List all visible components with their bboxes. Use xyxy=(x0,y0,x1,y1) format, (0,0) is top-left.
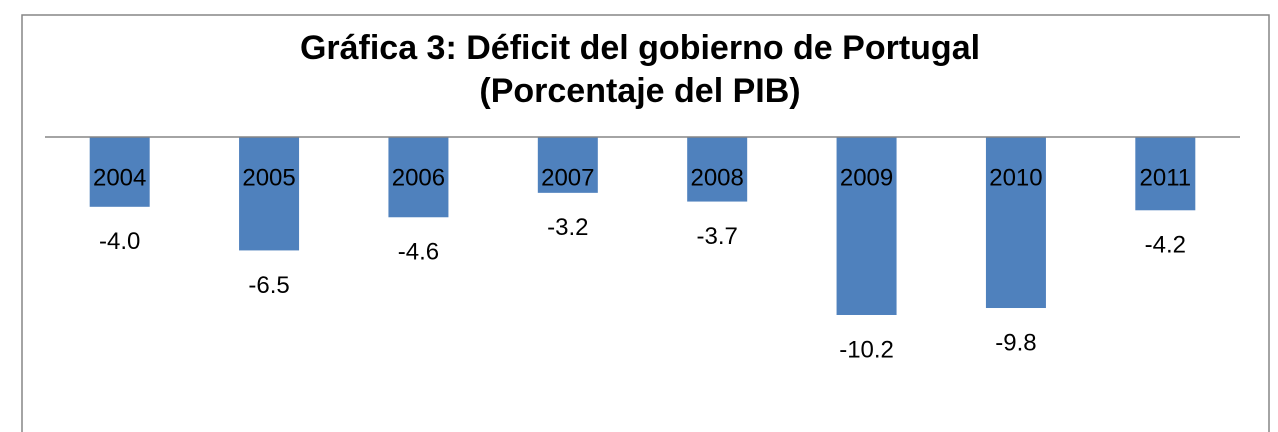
x-tick-label: 2005 xyxy=(242,164,295,191)
value-label: -3.2 xyxy=(547,214,588,241)
x-tick-label: 2008 xyxy=(690,164,743,191)
value-label: -4.0 xyxy=(99,228,140,255)
x-tick-label: 2011 xyxy=(1140,164,1192,191)
x-tick-label: 2009 xyxy=(840,164,893,191)
value-label: -4.6 xyxy=(398,239,439,266)
bar xyxy=(388,137,449,218)
value-label: -3.7 xyxy=(697,223,738,250)
bar xyxy=(985,137,1046,309)
chart-title: Gráfica 3: Déficit del gobierno de Portu… xyxy=(300,29,980,67)
value-label: -10.2 xyxy=(839,336,894,363)
chart-subtitle: (Porcentaje del PIB) xyxy=(479,72,800,110)
x-tick-label: 2004 xyxy=(93,164,146,191)
value-label: -4.2 xyxy=(1145,232,1186,259)
value-label: -9.8 xyxy=(995,329,1036,356)
bar xyxy=(89,137,150,207)
bar xyxy=(1135,137,1196,211)
bar xyxy=(836,137,897,315)
chart-frame xyxy=(21,14,1270,432)
x-tick-label: 2006 xyxy=(392,164,445,191)
bar xyxy=(239,137,300,251)
bar xyxy=(687,137,748,202)
x-tick-label: 2010 xyxy=(989,164,1042,191)
value-label: -6.5 xyxy=(248,272,289,299)
x-tick-label: 2007 xyxy=(541,164,594,191)
bar xyxy=(537,137,598,193)
